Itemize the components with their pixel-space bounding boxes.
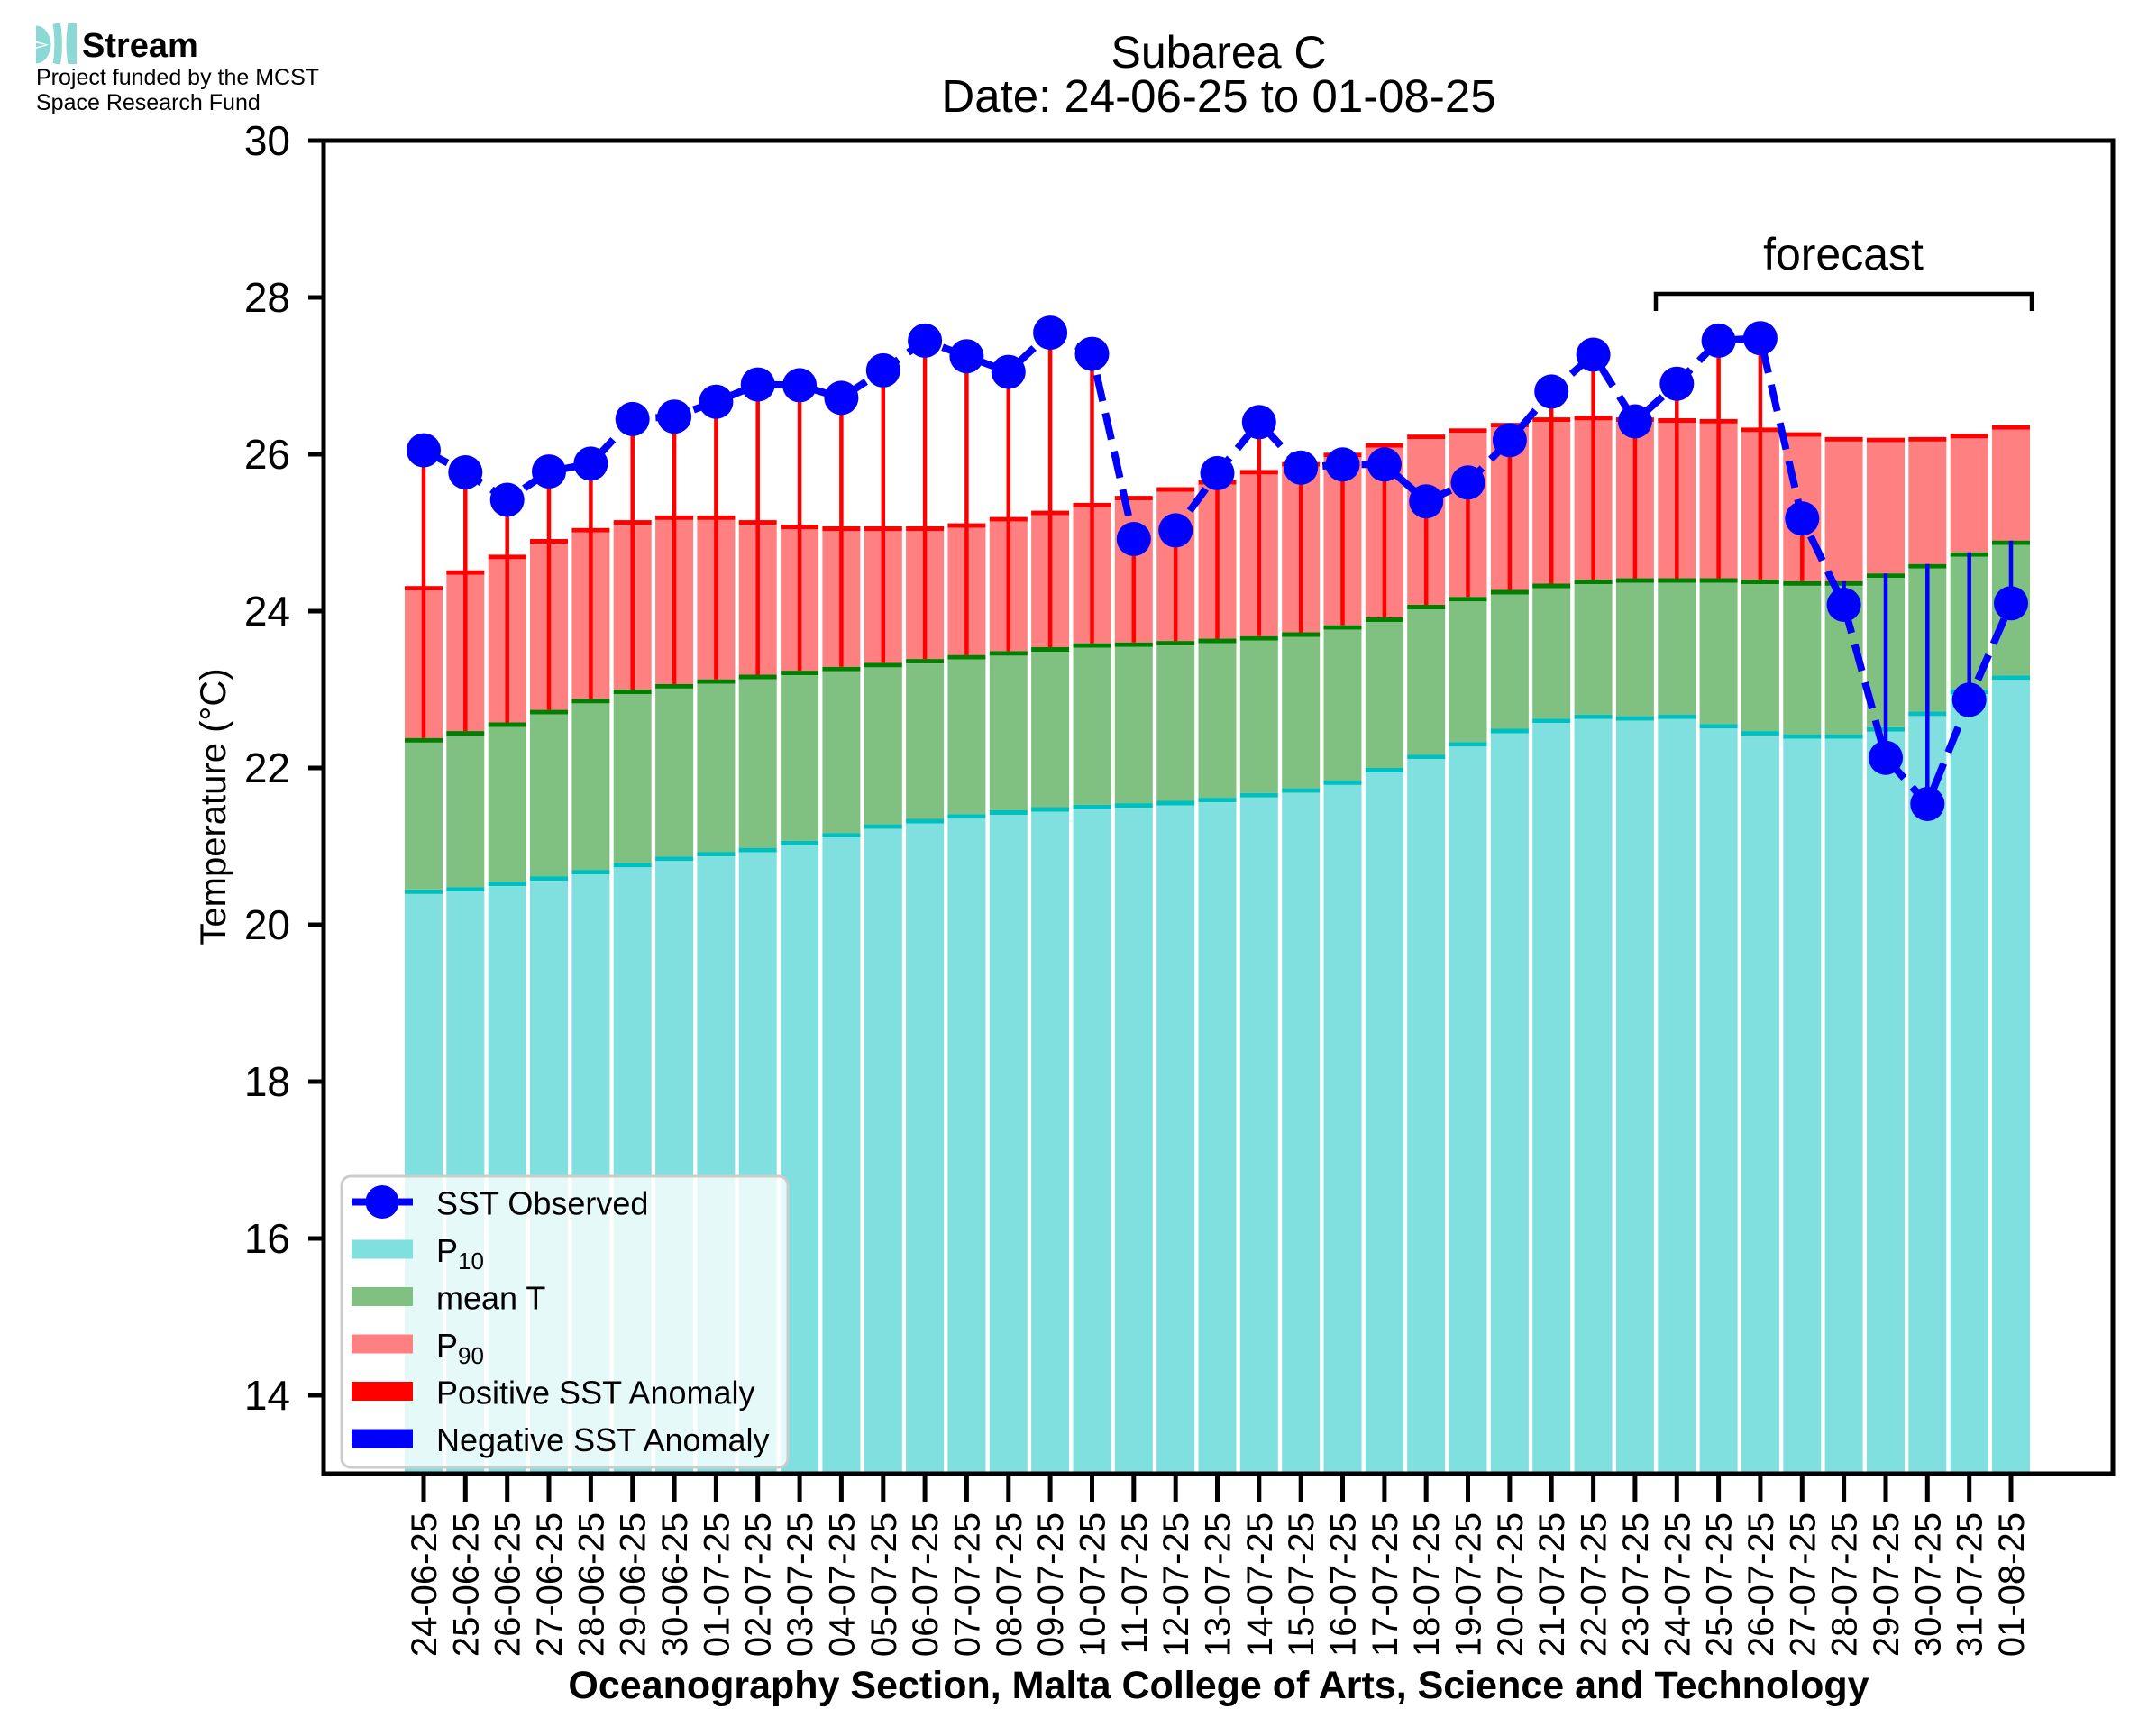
- svg-text:28: 28: [244, 274, 290, 321]
- svg-text:17-07-25: 17-07-25: [1366, 1512, 1405, 1657]
- svg-text:24: 24: [244, 588, 290, 635]
- svg-text:Temperature (°C): Temperature (°C): [194, 668, 233, 945]
- svg-text:22-07-25: 22-07-25: [1575, 1512, 1614, 1657]
- svg-text:24-07-25: 24-07-25: [1658, 1512, 1697, 1657]
- svg-text:05-07-25: 05-07-25: [864, 1512, 904, 1657]
- svg-text:mean T: mean T: [436, 1280, 545, 1317]
- svg-text:SST Observed: SST Observed: [436, 1185, 648, 1222]
- svg-text:21-07-25: 21-07-25: [1532, 1512, 1572, 1657]
- svg-text:29-06-25: 29-06-25: [614, 1512, 654, 1657]
- svg-text:18: 18: [244, 1058, 290, 1105]
- svg-text:12-07-25: 12-07-25: [1156, 1512, 1196, 1657]
- svg-text:27-06-25: 27-06-25: [530, 1512, 570, 1657]
- svg-text:18-07-25: 18-07-25: [1407, 1512, 1447, 1657]
- svg-text:forecast: forecast: [1763, 229, 1924, 279]
- svg-text:13-07-25: 13-07-25: [1199, 1512, 1239, 1657]
- svg-text:08-07-25: 08-07-25: [990, 1512, 1029, 1657]
- svg-text:06-07-25: 06-07-25: [906, 1512, 946, 1657]
- svg-text:14: 14: [244, 1372, 290, 1419]
- svg-text:11-07-25: 11-07-25: [1115, 1512, 1155, 1654]
- svg-text:26-07-25: 26-07-25: [1741, 1512, 1781, 1657]
- svg-text:25-06-25: 25-06-25: [446, 1512, 486, 1657]
- svg-text:16: 16: [244, 1215, 290, 1262]
- svg-text:15-07-25: 15-07-25: [1282, 1512, 1321, 1657]
- svg-text:24-06-25: 24-06-25: [405, 1512, 444, 1657]
- svg-text:02-07-25: 02-07-25: [739, 1512, 779, 1657]
- svg-text:30-07-25: 30-07-25: [1908, 1512, 1948, 1657]
- svg-text:28-07-25: 28-07-25: [1825, 1512, 1865, 1657]
- svg-text:Date: 24-06-25 to 01-08-25: Date: 24-06-25 to 01-08-25: [941, 70, 1495, 122]
- svg-text:16-07-25: 16-07-25: [1324, 1512, 1364, 1657]
- svg-text:07-07-25: 07-07-25: [947, 1512, 987, 1657]
- svg-text:Oceanography Section, Malta Co: Oceanography Section, Malta College of A…: [568, 1664, 1869, 1707]
- svg-text:22: 22: [244, 745, 290, 791]
- svg-text:27-07-25: 27-07-25: [1783, 1512, 1823, 1657]
- svg-text:23-07-25: 23-07-25: [1616, 1512, 1656, 1657]
- svg-text:Space Research Fund: Space Research Fund: [36, 90, 261, 115]
- svg-text:14-07-25: 14-07-25: [1240, 1512, 1280, 1657]
- svg-text:25-07-25: 25-07-25: [1700, 1512, 1740, 1657]
- svg-text:28-06-25: 28-06-25: [571, 1512, 611, 1657]
- svg-text:10-07-25: 10-07-25: [1074, 1512, 1113, 1657]
- svg-text:26-06-25: 26-06-25: [489, 1512, 528, 1657]
- svg-text:Project funded by the MCST: Project funded by the MCST: [36, 65, 319, 90]
- svg-text:Stream: Stream: [82, 27, 198, 65]
- svg-text:01-08-25: 01-08-25: [1992, 1512, 2032, 1657]
- svg-text:19-07-25: 19-07-25: [1449, 1512, 1489, 1657]
- svg-text:Positive SST Anomaly: Positive SST Anomaly: [436, 1375, 755, 1412]
- svg-text:30-06-25: 30-06-25: [655, 1512, 695, 1657]
- svg-text:29-07-25: 29-07-25: [1867, 1512, 1906, 1657]
- svg-text:26: 26: [244, 431, 290, 478]
- svg-text:30: 30: [244, 117, 290, 164]
- svg-text:20: 20: [244, 901, 290, 948]
- svg-text:01-07-25: 01-07-25: [697, 1512, 736, 1657]
- svg-text:20-07-25: 20-07-25: [1491, 1512, 1531, 1657]
- svg-text:Negative SST Anomaly: Negative SST Anomaly: [436, 1421, 770, 1458]
- svg-text:09-07-25: 09-07-25: [1031, 1512, 1071, 1657]
- svg-text:04-07-25: 04-07-25: [822, 1512, 862, 1657]
- svg-text:Subarea C: Subarea C: [1111, 27, 1326, 78]
- svg-text:31-07-25: 31-07-25: [1951, 1512, 1990, 1657]
- svg-text:03-07-25: 03-07-25: [781, 1512, 820, 1657]
